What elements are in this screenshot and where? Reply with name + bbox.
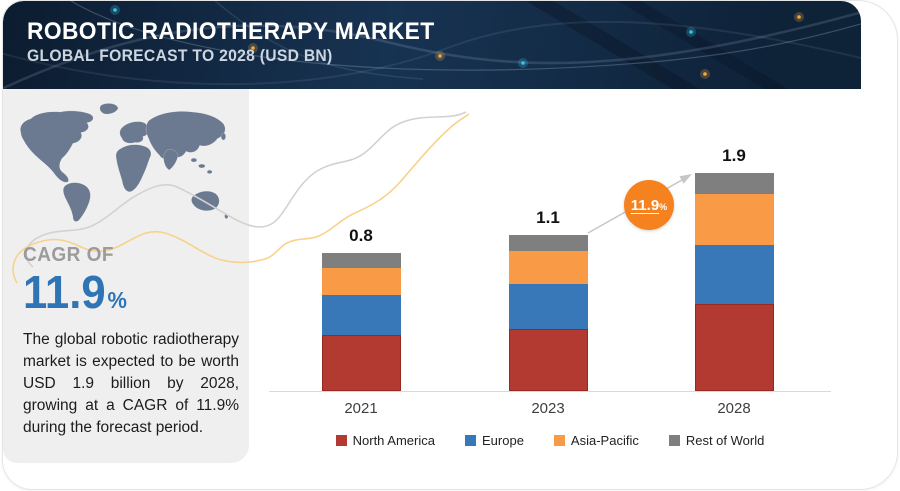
- badge-percent-sign: %: [659, 202, 668, 212]
- map-greenland: [99, 103, 119, 115]
- stacked-bar-2021: [321, 253, 401, 391]
- legend-swatch-asia-pacific: [553, 435, 565, 446]
- legend-item-north-america: North America: [335, 433, 435, 448]
- legend-item-rest-of-world: Rest of World: [668, 433, 765, 448]
- segment-rest-of-world-2028: [694, 173, 774, 194]
- legend-item-europe: Europe: [465, 433, 524, 448]
- cagr-badge: 11.9%: [624, 180, 674, 230]
- legend-swatch-north-america: [335, 435, 347, 446]
- x-tick-2021: 2021: [344, 400, 378, 417]
- segment-rest-of-world-2021: [321, 253, 401, 268]
- world-map: [20, 103, 229, 222]
- legend-label-rest-of-world: Rest of World: [685, 433, 765, 448]
- map-south-america: [62, 182, 91, 222]
- total-label-2021: 0.8: [349, 226, 373, 245]
- total-label-2023: 1.1: [536, 208, 560, 227]
- x-axis-line: [269, 391, 831, 392]
- badge-value: 11.9: [630, 196, 660, 214]
- page-title: ROBOTIC RADIOTHERAPY MARKET: [27, 18, 435, 45]
- map-island: [206, 169, 213, 174]
- segment-north-america-2021: [321, 335, 401, 391]
- header-text: ROBOTIC RADIOTHERAPY MARKET GLOBAL FOREC…: [27, 18, 435, 66]
- map-north-america: [20, 110, 94, 183]
- legend-label-north-america: North America: [352, 433, 435, 448]
- cagr-value: 11.9: [23, 266, 106, 318]
- legend-item-asia-pacific: Asia-Pacific: [553, 433, 639, 448]
- map-island: [190, 157, 198, 163]
- map-asia: [145, 111, 226, 160]
- segment-europe-2021: [321, 295, 401, 335]
- cagr-block: CAGR OF 11.9% The global robotic radioth…: [23, 244, 239, 439]
- segment-asia-pacific-2028: [694, 194, 774, 245]
- legend-swatch-europe: [465, 435, 476, 446]
- segment-north-america-2023: [508, 329, 588, 391]
- cagr-label: CAGR OF: [23, 244, 114, 266]
- total-label-2028: 1.9: [722, 146, 746, 165]
- legend-swatch-rest-of-world: [668, 435, 680, 446]
- map-island: [198, 163, 206, 169]
- stacked-bar-2023: [508, 235, 588, 391]
- segment-north-america-2028: [694, 304, 774, 391]
- stacked-bar-2028: [694, 173, 774, 391]
- x-tick-2023: 2023: [531, 400, 565, 417]
- glow-dot-cyan: [110, 5, 696, 68]
- chart-legend: North America Europe Asia-Pacific Rest of W…: [269, 433, 831, 448]
- legend-label-asia-pacific: Asia-Pacific: [570, 433, 639, 448]
- map-new-zealand: [224, 213, 229, 219]
- x-tick-2028: 2028: [717, 400, 751, 417]
- segment-europe-2028: [694, 245, 774, 304]
- page-subtitle: GLOBAL FORECAST TO 2028 (USD BN): [27, 47, 333, 65]
- glow-dot-amber: [248, 12, 804, 79]
- map-australia: [191, 190, 220, 211]
- segment-asia-pacific-2021: [321, 268, 401, 295]
- header-banner: ROBOTIC RADIOTHERAPY MARKET GLOBAL FOREC…: [3, 1, 861, 89]
- market-description: The global robotic radiotherapy market i…: [23, 330, 239, 436]
- map-africa: [115, 144, 152, 192]
- cagr-value-row: 11.9%: [23, 269, 228, 316]
- cagr-percent-sign: %: [107, 287, 127, 313]
- network-decoration: [3, 1, 861, 89]
- map-europe: [119, 121, 149, 144]
- legend-label-europe: Europe: [482, 433, 524, 448]
- map-japan: [220, 132, 227, 141]
- growth-arrow-head: [679, 174, 692, 184]
- map-india: [163, 149, 179, 171]
- segment-asia-pacific-2023: [508, 251, 588, 284]
- segment-rest-of-world-2023: [508, 235, 588, 251]
- segment-europe-2023: [508, 284, 588, 329]
